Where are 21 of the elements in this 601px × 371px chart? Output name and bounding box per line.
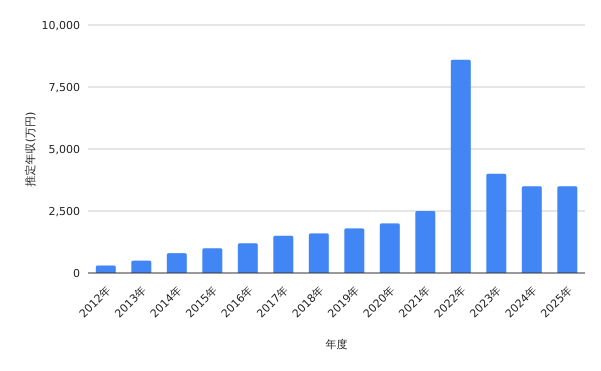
y-tick-label: 10,000 — [42, 18, 80, 32]
bar — [450, 60, 471, 273]
bar — [415, 211, 436, 273]
bar — [131, 260, 152, 273]
bar — [522, 186, 542, 273]
y-tick-label: 7,500 — [48, 80, 80, 94]
bar — [380, 223, 400, 273]
bar — [344, 228, 364, 273]
bar — [202, 248, 222, 273]
y-tick-label: 2,500 — [48, 204, 80, 218]
y-tick-label: 5,000 — [48, 142, 80, 156]
bar — [96, 266, 116, 273]
bar — [557, 186, 578, 273]
x-axis-title: 年度 — [326, 338, 348, 351]
bar — [486, 174, 506, 273]
bar — [166, 253, 187, 273]
y-tick-label: 0 — [73, 266, 80, 280]
bar — [238, 243, 258, 273]
bar — [273, 236, 294, 273]
bar — [308, 233, 329, 273]
y-axis-title: 推定年収(万円) — [24, 112, 37, 186]
